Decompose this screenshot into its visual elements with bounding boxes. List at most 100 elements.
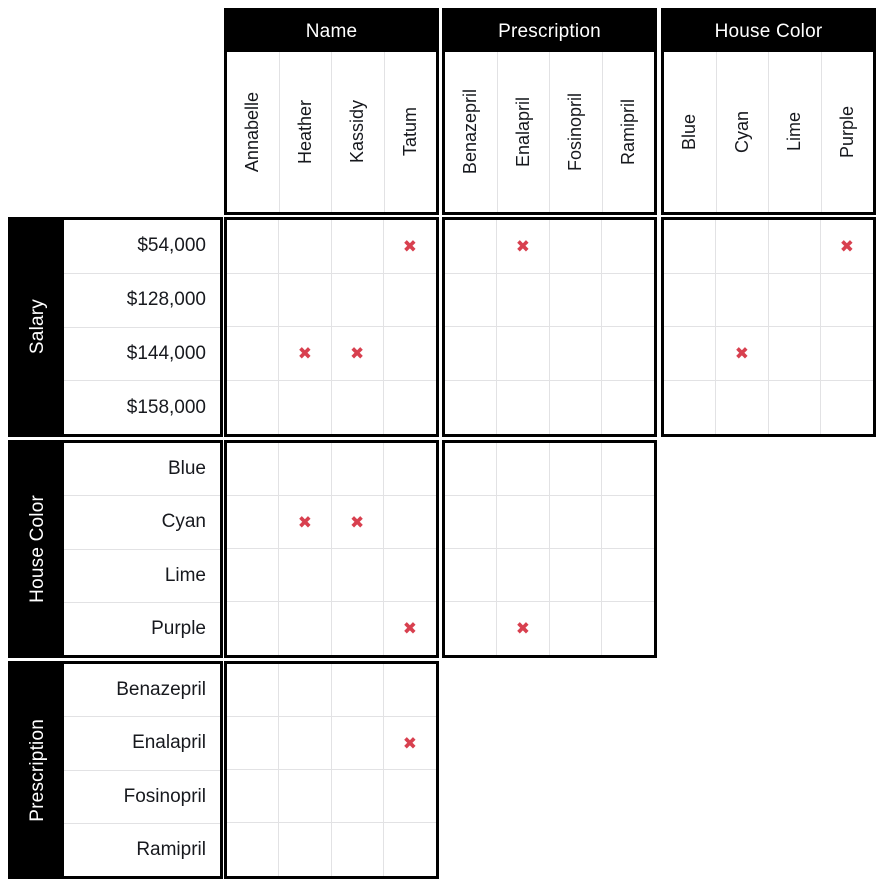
grid-cell[interactable] [445,549,498,602]
grid-cell[interactable] [821,381,873,435]
grid-cell[interactable]: ✖ [331,496,384,549]
grid-cell[interactable] [769,380,821,434]
grid-cell[interactable]: ✖ [716,327,769,381]
grid-cell[interactable] [497,549,550,602]
grid-cell[interactable] [549,443,602,496]
grid-cell[interactable] [331,664,384,717]
grid-cell[interactable] [279,443,332,496]
grid-cell[interactable] [549,496,602,549]
grid-cell[interactable] [227,496,280,549]
grid-cell[interactable] [497,380,550,434]
grid-cell[interactable] [601,496,654,549]
grid-cell[interactable] [331,770,384,823]
grid-cell[interactable] [549,549,602,602]
grid-cell[interactable] [497,327,550,381]
grid-cell[interactable] [279,220,332,274]
grid-cell[interactable] [445,273,498,327]
grid-cell[interactable] [383,770,436,823]
grid-cell[interactable] [601,443,654,496]
grid-cell[interactable] [716,273,769,327]
grid-cell[interactable]: ✖ [820,220,873,274]
grid-cell[interactable] [227,220,280,274]
grid-cell[interactable] [602,602,654,655]
grid-cell[interactable] [820,327,873,381]
grid-cell[interactable] [445,443,498,496]
grid-cell[interactable] [384,381,436,435]
grid-cell[interactable] [331,717,384,770]
grid-cell[interactable]: ✖ [383,717,436,770]
grid-cell[interactable] [768,220,821,274]
grid-cell[interactable]: ✖ [497,220,550,274]
grid-cell[interactable] [445,602,498,655]
grid-cell[interactable] [227,380,280,434]
grid-cell[interactable] [227,717,280,770]
grid-cell[interactable] [227,273,280,327]
grid-cell[interactable] [445,380,498,434]
grid-cell[interactable] [279,770,332,823]
grid-cell[interactable]: ✖ [497,602,550,655]
grid-cell[interactable] [383,443,436,496]
grid-cell[interactable] [716,380,769,434]
grid-cell[interactable]: ✖ [279,496,332,549]
grid-cell[interactable] [768,327,821,381]
grid-cell[interactable] [279,602,332,655]
x-mark-icon: ✖ [297,512,312,532]
grid-cell[interactable] [445,327,498,381]
grid-cell[interactable] [332,823,384,876]
grid-cell[interactable] [383,327,436,381]
grid-cell[interactable] [279,549,332,602]
grid-cell[interactable] [497,443,550,496]
colgroup-prescription-labels: Benazepril Enalapril Fosinopril Ramipril [445,52,654,212]
grid-cell[interactable]: ✖ [383,220,436,274]
grid-cell[interactable] [550,602,602,655]
grid-cell[interactable]: ✖ [384,602,436,655]
grid-cell[interactable] [279,380,332,434]
grid-cell[interactable] [664,327,717,381]
grid-cell[interactable] [279,273,332,327]
grid-cell[interactable] [279,823,332,876]
grid-cell[interactable] [602,381,654,435]
grid-cell[interactable]: ✖ [331,327,384,381]
grid-cell[interactable] [768,273,821,327]
grid-cell[interactable] [331,220,384,274]
grid-cell[interactable] [331,549,384,602]
grid-cell[interactable] [445,496,498,549]
grid-cell[interactable] [332,602,384,655]
grid-cell[interactable] [549,220,602,274]
grid-cell[interactable] [601,549,654,602]
grid-cell[interactable] [601,220,654,274]
grid-cell[interactable] [383,496,436,549]
grid-cell[interactable] [549,273,602,327]
grid-cell[interactable] [497,273,550,327]
grid-cell[interactable] [227,823,280,876]
grid-cell[interactable] [550,380,602,434]
grid-cell[interactable] [601,274,654,327]
grid-cell[interactable] [331,443,384,496]
grid-cell[interactable] [227,549,280,602]
grid-cell[interactable] [332,380,384,434]
grid-cell[interactable] [549,327,602,381]
grid-cell[interactable] [227,602,280,655]
grid-cell[interactable] [664,273,717,327]
grid-cell[interactable] [716,220,769,274]
grid-cell[interactable] [664,380,717,434]
grid-cell[interactable]: ✖ [279,327,332,381]
col-label-cell: Annabelle [227,52,280,212]
grid-cell[interactable] [331,273,384,327]
grid-cell[interactable] [227,327,280,381]
grid-cell[interactable] [384,823,436,876]
grid-cell[interactable] [601,327,654,381]
grid-cell[interactable] [445,220,498,274]
grid-cell[interactable] [279,717,332,770]
grid-cell[interactable] [279,664,332,717]
grid-cell[interactable] [820,274,873,327]
grid-cell[interactable] [383,549,436,602]
grid-cell[interactable] [383,664,436,717]
grid-cell[interactable] [227,664,280,717]
grid-cell[interactable] [383,274,436,327]
grid-cell[interactable] [227,443,280,496]
colgroup-prescription: Prescription Benazepril Enalapril Fosinopr… [442,8,657,215]
grid-cell[interactable] [664,220,717,274]
grid-cell[interactable] [227,770,280,823]
grid-cell[interactable] [497,496,550,549]
